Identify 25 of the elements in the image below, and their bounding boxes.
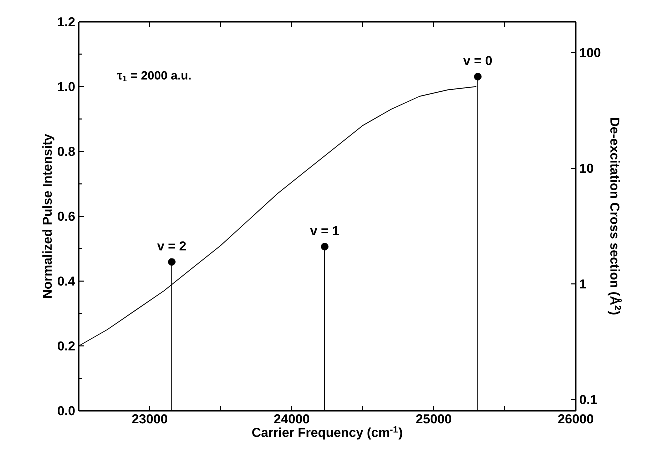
y-axis-title: Normalized Pulse Intensity bbox=[42, 134, 55, 298]
series-label: v = 2 bbox=[157, 242, 186, 251]
annotation: τ$_{1}$ = 2000 a.u. bbox=[117, 71, 191, 82]
x-tick-label: 25000 bbox=[416, 414, 452, 424]
x-axis-title: Carrier Frequency (cm$^{-1}$) bbox=[252, 426, 402, 440]
y-tick-label: 0.2 bbox=[58, 342, 75, 351]
series-label: v = 0 bbox=[463, 56, 492, 66]
x-tick-label: 23000 bbox=[132, 414, 168, 424]
y2-tick-label: 100 bbox=[580, 48, 601, 58]
series-label: v = 1 bbox=[310, 226, 340, 236]
y-tick-label: 0.8 bbox=[58, 147, 76, 156]
y-tick-label: 1.2 bbox=[58, 17, 75, 27]
y2-axis-title: De-excitation Cross section (Å$^{2}$) bbox=[608, 118, 622, 315]
y-tick-label: 0.0 bbox=[58, 406, 75, 416]
point bbox=[321, 243, 329, 251]
y2-tick-label: 0.1 bbox=[580, 395, 598, 404]
x-tick-label: 24000 bbox=[274, 414, 310, 424]
y-tick-label: 1.0 bbox=[58, 82, 75, 92]
point bbox=[168, 258, 176, 266]
x-tick-label: 26000 bbox=[558, 414, 594, 424]
y2-tick-label: 1 bbox=[580, 280, 586, 289]
point bbox=[474, 73, 482, 81]
y-tick-label: 0.4 bbox=[58, 276, 76, 286]
y2-tick-label: 10 bbox=[580, 164, 594, 174]
y-tick-label: 0.6 bbox=[58, 212, 76, 222]
